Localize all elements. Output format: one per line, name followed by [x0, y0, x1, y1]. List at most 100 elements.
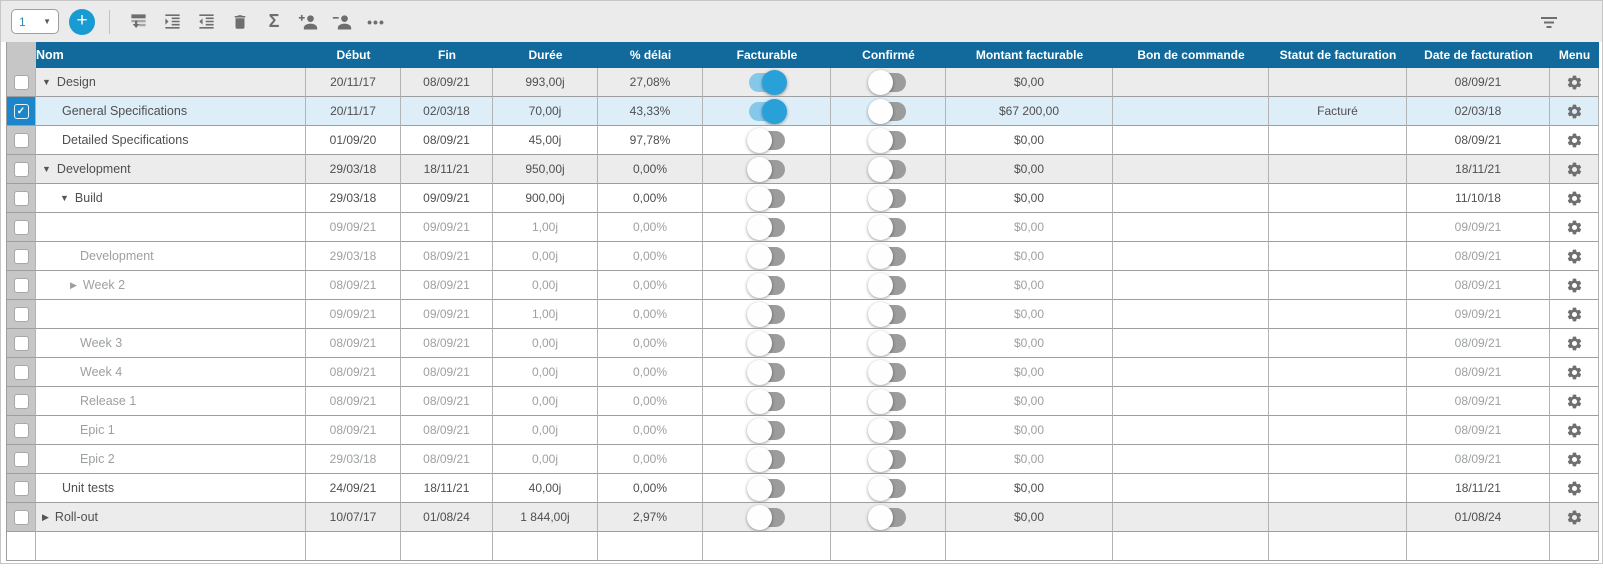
- cell-fin[interactable]: 18/11/21: [401, 155, 493, 184]
- cell-duree[interactable]: 40,00j: [493, 474, 598, 503]
- cell-fin[interactable]: 08/09/21: [401, 358, 493, 387]
- cell-montant-facturable[interactable]: $0,00: [946, 184, 1113, 213]
- cell-fin[interactable]: 08/09/21: [401, 387, 493, 416]
- cell-statut-facturation[interactable]: Facturé: [1269, 97, 1407, 126]
- cell-debut[interactable]: 08/09/21: [306, 358, 401, 387]
- cell-montant-facturable[interactable]: $0,00: [946, 329, 1113, 358]
- gear-icon[interactable]: [1566, 480, 1583, 497]
- confirme-toggle[interactable]: [868, 127, 906, 153]
- facturable-toggle[interactable]: [746, 388, 785, 414]
- row-checkbox[interactable]: [13, 364, 29, 380]
- gear-icon[interactable]: [1566, 103, 1583, 120]
- cell-bon-de-commande[interactable]: [1113, 387, 1269, 416]
- cell-delai[interactable]: [598, 532, 703, 561]
- row-select-cell[interactable]: [6, 126, 36, 155]
- cell-statut-facturation[interactable]: [1269, 329, 1407, 358]
- gear-icon[interactable]: [1566, 132, 1583, 149]
- column-header-select[interactable]: [6, 42, 36, 68]
- gear-icon[interactable]: [1566, 219, 1583, 236]
- cell-duree[interactable]: 993,00j: [493, 68, 598, 97]
- cell-montant-facturable[interactable]: $67 200,00: [946, 97, 1113, 126]
- cell-debut[interactable]: 29/03/18: [306, 242, 401, 271]
- cell-montant-facturable[interactable]: $0,00: [946, 387, 1113, 416]
- cell-statut-facturation[interactable]: [1269, 242, 1407, 271]
- cell-statut-facturation[interactable]: [1269, 126, 1407, 155]
- row-checkbox[interactable]: [13, 335, 29, 351]
- cell-statut-facturation[interactable]: [1269, 416, 1407, 445]
- facturable-toggle[interactable]: [746, 417, 785, 443]
- column-header-delai[interactable]: % délai: [629, 48, 672, 62]
- confirme-toggle[interactable]: [868, 301, 906, 327]
- cell-duree[interactable]: 900,00j: [493, 184, 598, 213]
- cell-statut-facturation[interactable]: [1269, 300, 1407, 329]
- row-select-cell[interactable]: [6, 329, 36, 358]
- cell-delai[interactable]: 0,00%: [598, 445, 703, 474]
- cell-statut-facturation[interactable]: [1269, 474, 1407, 503]
- confirme-toggle[interactable]: [868, 446, 906, 472]
- cell-date-facturation[interactable]: 08/09/21: [1407, 387, 1550, 416]
- row-checkbox[interactable]: [13, 219, 29, 235]
- row-select-cell[interactable]: [6, 474, 36, 503]
- cell-montant-facturable[interactable]: $0,00: [946, 300, 1113, 329]
- facturable-toggle[interactable]: [746, 446, 785, 472]
- cell-date-facturation[interactable]: 08/09/21: [1407, 445, 1550, 474]
- cell-date-facturation[interactable]: 18/11/21: [1407, 474, 1550, 503]
- add-row-button[interactable]: +: [69, 8, 95, 35]
- facturable-toggle[interactable]: [746, 359, 785, 385]
- cell-debut[interactable]: 09/09/21: [306, 213, 401, 242]
- cell-bon-de-commande[interactable]: [1113, 445, 1269, 474]
- row-count-dropdown[interactable]: 1 ▼: [11, 9, 59, 34]
- cell-date-facturation[interactable]: 08/09/21: [1407, 416, 1550, 445]
- cell-debut[interactable]: 08/09/21: [306, 387, 401, 416]
- cell-fin[interactable]: 08/09/21: [401, 242, 493, 271]
- facturable-toggle[interactable]: [746, 475, 785, 501]
- cell-delai[interactable]: 0,00%: [598, 184, 703, 213]
- cell-montant-facturable[interactable]: $0,00: [946, 213, 1113, 242]
- cell-statut-facturation[interactable]: [1269, 503, 1407, 532]
- cell-date-facturation[interactable]: 08/09/21: [1407, 271, 1550, 300]
- cell-duree[interactable]: 0,00j: [493, 445, 598, 474]
- cell-nom[interactable]: [36, 300, 306, 329]
- cell-delai[interactable]: 0,00%: [598, 155, 703, 184]
- cell-debut[interactable]: [306, 532, 401, 561]
- gear-icon[interactable]: [1566, 509, 1583, 526]
- cell-delai[interactable]: 0,00%: [598, 300, 703, 329]
- cell-statut-facturation[interactable]: [1269, 271, 1407, 300]
- column-header-debut[interactable]: Début: [336, 48, 371, 62]
- expand-caret-icon[interactable]: ▶: [70, 279, 77, 290]
- cell-bon-de-commande[interactable]: [1113, 97, 1269, 126]
- confirme-toggle[interactable]: [868, 98, 906, 124]
- row-checkbox[interactable]: [13, 509, 29, 525]
- cell-montant-facturable[interactable]: $0,00: [946, 416, 1113, 445]
- column-header-bon[interactable]: Bon de commande: [1137, 48, 1245, 62]
- cell-date-facturation[interactable]: 09/09/21: [1407, 213, 1550, 242]
- confirme-toggle[interactable]: [868, 359, 906, 385]
- confirme-toggle[interactable]: [868, 156, 906, 182]
- cell-fin[interactable]: 08/09/21: [401, 416, 493, 445]
- cell-nom[interactable]: [36, 213, 306, 242]
- cell-bon-de-commande[interactable]: [1113, 68, 1269, 97]
- cell-nom[interactable]: ▶ Roll-out: [36, 503, 306, 532]
- cell-fin[interactable]: 08/09/21: [401, 126, 493, 155]
- filter-button[interactable]: [1534, 7, 1564, 37]
- cell-fin[interactable]: 08/09/21: [401, 329, 493, 358]
- expand-caret-icon[interactable]: ▼: [42, 77, 51, 87]
- remove-assignee-button[interactable]: [327, 7, 357, 37]
- row-select-cell[interactable]: [6, 387, 36, 416]
- row-select-cell[interactable]: [6, 271, 36, 300]
- column-header-nom[interactable]: Nom: [36, 48, 64, 62]
- cell-bon-de-commande[interactable]: [1113, 126, 1269, 155]
- facturable-toggle[interactable]: [746, 243, 785, 269]
- row-checkbox[interactable]: [13, 422, 29, 438]
- gear-icon[interactable]: [1566, 393, 1583, 410]
- cell-date-facturation[interactable]: [1407, 532, 1550, 561]
- cell-debut[interactable]: 08/09/21: [306, 416, 401, 445]
- confirme-toggle[interactable]: [868, 214, 906, 240]
- cell-nom[interactable]: ▼ Design: [36, 68, 306, 97]
- cell-debut[interactable]: 09/09/21: [306, 300, 401, 329]
- cell-debut[interactable]: 24/09/21: [306, 474, 401, 503]
- cell-delai[interactable]: 43,33%: [598, 97, 703, 126]
- cell-nom[interactable]: Week 3: [36, 329, 306, 358]
- cell-montant-facturable[interactable]: $0,00: [946, 445, 1113, 474]
- column-header-conf[interactable]: Confirmé: [862, 48, 915, 62]
